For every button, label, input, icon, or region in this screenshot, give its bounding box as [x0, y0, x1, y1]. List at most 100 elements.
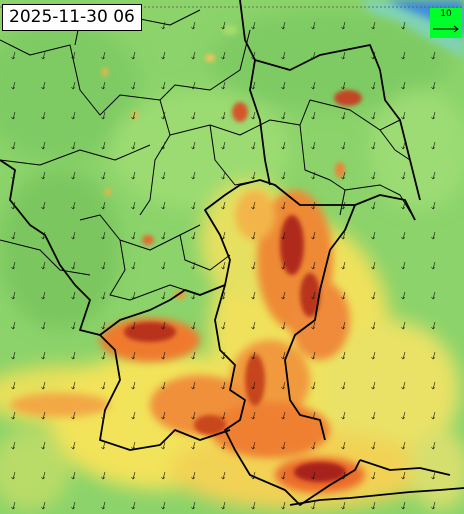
wind-arrow-icon	[71, 141, 76, 150]
wind-arrow-icon	[11, 201, 16, 210]
wind-arrow-icon	[251, 231, 256, 240]
wind-arrow-icon	[101, 231, 106, 240]
wind-arrow-icon	[311, 231, 316, 240]
wind-arrow-icon	[101, 141, 106, 150]
forecast-time-label: 2025-11-30 06	[2, 4, 142, 31]
wind-arrow-icon	[101, 51, 106, 60]
wind-arrow-icon	[371, 51, 376, 60]
wind-arrow-icon	[431, 231, 436, 240]
wind-arrow-icon	[191, 351, 196, 360]
wind-arrow-icon	[131, 81, 136, 90]
wind-arrow-icon	[221, 171, 226, 180]
wind-arrow-icon	[251, 201, 256, 210]
wind-arrow-icon	[41, 321, 46, 330]
wind-arrow-icon	[221, 21, 226, 30]
wind-arrow-icon	[341, 261, 346, 270]
wind-arrow-icon	[341, 321, 346, 330]
wind-arrow-icon	[251, 51, 256, 60]
wind-arrow-icon	[191, 261, 196, 270]
wind-arrow-icon	[131, 291, 136, 300]
wind-arrow-icon	[11, 231, 16, 240]
wind-arrow-icon	[191, 171, 196, 180]
wind-arrow-icon	[341, 231, 346, 240]
wind-arrow-icon	[11, 51, 16, 60]
wind-arrow-icon	[221, 321, 226, 330]
wind-arrow-icon	[101, 201, 106, 210]
wind-arrow-icon	[251, 501, 256, 510]
wind-arrow-icon	[251, 411, 256, 420]
wind-arrow-icon	[311, 201, 316, 210]
wind-arrow-icon	[341, 51, 346, 60]
wind-arrow-icon	[131, 501, 136, 510]
wind-arrow-icon	[11, 171, 16, 180]
wind-arrow-icon	[431, 381, 436, 390]
wind-arrow-icon	[431, 81, 436, 90]
wind-field-low	[0, 10, 464, 330]
wind-arrow-icon	[281, 111, 286, 120]
wind-arrow-icon	[41, 501, 46, 510]
wind-arrow-icon	[311, 411, 316, 420]
wind-arrow-icon	[311, 381, 316, 390]
wind-arrow-icon	[71, 261, 76, 270]
wind-arrow-icon	[401, 21, 406, 30]
wind-arrow-icon	[41, 291, 46, 300]
wind-arrow-icon	[221, 501, 226, 510]
wind-arrow-icon	[11, 81, 16, 90]
wind-arrow-icon	[281, 501, 286, 510]
reference-arrow-icon	[433, 25, 459, 33]
wind-arrow-icon	[341, 411, 346, 420]
wind-arrow-icon	[221, 471, 226, 480]
wind-arrow-icon	[371, 21, 376, 30]
wind-arrow-icon	[71, 201, 76, 210]
wind-arrow-icon	[281, 471, 286, 480]
wind-arrow-icon	[11, 291, 16, 300]
wind-arrow-icon	[221, 351, 226, 360]
wind-arrow-icon	[281, 81, 286, 90]
wind-arrow-icon	[311, 111, 316, 120]
wind-arrow-icon	[191, 81, 196, 90]
wind-arrow-icon	[191, 501, 196, 510]
wind-arrow-icon	[251, 111, 256, 120]
wind-arrow-icon	[71, 411, 76, 420]
wind-arrow-icon	[371, 171, 376, 180]
wind-arrow-icon	[41, 51, 46, 60]
wind-arrow-icon	[221, 411, 226, 420]
wind-arrow-icon	[101, 501, 106, 510]
wind-arrow-icon	[281, 201, 286, 210]
wind-arrow-icon	[341, 441, 346, 450]
wind-arrow-icon	[311, 441, 316, 450]
wind-arrow-icon	[221, 201, 226, 210]
wind-arrow-icon	[41, 261, 46, 270]
wind-arrow-icon	[41, 351, 46, 360]
wind-arrow-icon	[341, 111, 346, 120]
wind-arrow-icon	[401, 381, 406, 390]
wind-arrow-icon	[161, 21, 166, 30]
wind-arrow-icon	[281, 51, 286, 60]
wind-arrow-icon	[71, 441, 76, 450]
wind-arrow-icon	[341, 201, 346, 210]
wind-arrow-icon	[311, 321, 316, 330]
wind-arrow-icon	[371, 261, 376, 270]
wind-arrow-icon	[341, 381, 346, 390]
wind-arrow-icon	[401, 261, 406, 270]
wind-arrow-icon	[401, 321, 406, 330]
wind-arrow-icon	[71, 351, 76, 360]
wind-arrow-icon	[281, 411, 286, 420]
wind-arrow-icon	[431, 111, 436, 120]
wind-arrow-icon	[341, 351, 346, 360]
wind-arrow-icon	[41, 471, 46, 480]
wind-arrow-icon	[251, 21, 256, 30]
wind-arrow-icon	[431, 441, 436, 450]
wind-arrow-icon	[131, 381, 136, 390]
wind-arrow-icon	[371, 141, 376, 150]
wind-arrow-icon	[251, 381, 256, 390]
wind-arrow-icon	[101, 411, 106, 420]
wind-arrow-icon	[131, 411, 136, 420]
wind-arrow-icon	[191, 111, 196, 120]
wind-arrow-icon	[311, 51, 316, 60]
wind-arrow-icon	[221, 81, 226, 90]
wind-arrow-icon	[311, 291, 316, 300]
wind-arrow-icon	[131, 351, 136, 360]
wind-arrow-icon	[221, 441, 226, 450]
